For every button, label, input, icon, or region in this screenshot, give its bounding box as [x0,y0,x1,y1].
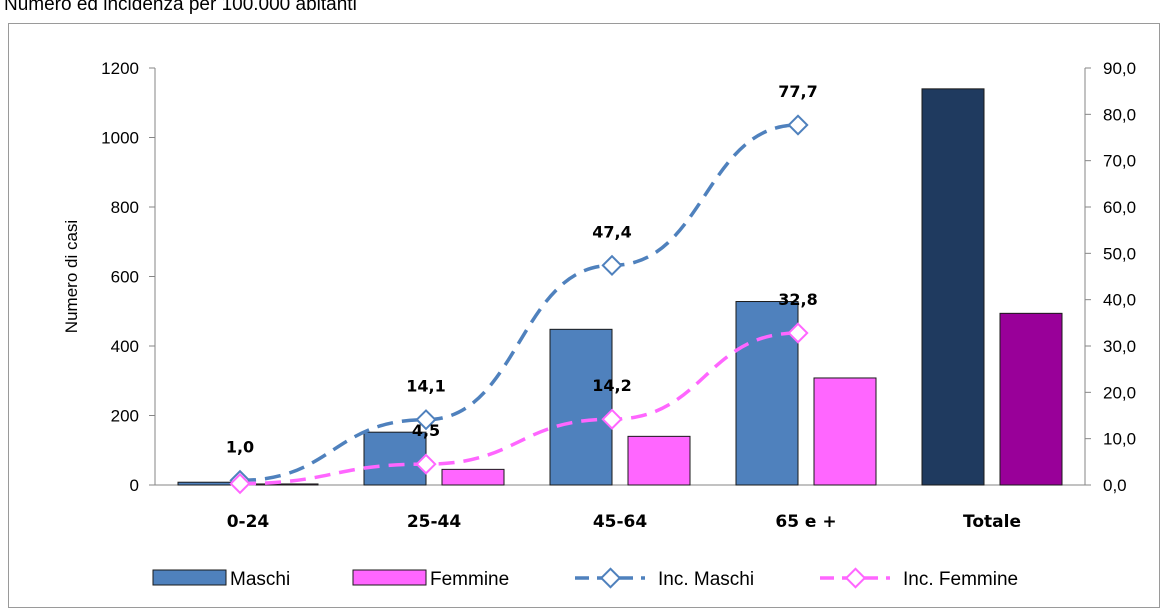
y-tick-label: 1000 [101,129,139,148]
legend-label-maschi: Maschi [230,569,290,590]
y-tick-label: 800 [111,198,139,217]
x-tick-label: 45-64 [593,512,648,532]
y2-tick-label: 90,0 [1103,59,1136,78]
marker-inc-maschi-2 [601,254,623,276]
bar-maschi-3 [735,301,799,486]
lines [229,114,809,495]
legend-label-inc-maschi: Inc. Maschi [658,569,754,590]
y-tick-label: 400 [111,337,139,356]
marker-inc-femmine-0 [229,473,251,495]
x-tick-label: Totale [963,512,1021,532]
data-label-inc-maschi-1: 14,1 [406,377,445,396]
data-label-inc-femmine-1: 4,5 [412,421,440,440]
marker-inc-femmine-3 [787,322,809,344]
marker-inc-maschi-1 [415,409,437,431]
legend-marker-inc-maschi [599,567,622,589]
legend-label-femmine: Femmine [430,569,509,590]
chart-caption: Numero ed incidenza per 100.000 abitanti [4,0,357,15]
bar-femmine-4 [999,312,1063,486]
bar-femmine-3 [813,377,877,486]
y2-tick-label: 40,0 [1103,291,1136,310]
bar-maschi-1 [363,431,427,486]
marker-inc-maschi-3 [787,114,809,136]
data-label-inc-femmine-2: 14,2 [592,376,631,395]
bars [177,88,1063,486]
data-label-inc-maschi-2: 47,4 [592,222,631,241]
data-label-inc-femmine-3: 32,8 [778,290,817,309]
marker-inc-femmine-2 [601,408,623,430]
y2-tick-label: 60,0 [1103,198,1136,217]
line-inc-femmine [239,331,799,486]
y-tick-label: 0 [130,476,139,495]
bar-femmine-2 [627,435,691,486]
y-tick-label: 600 [111,268,139,287]
y2-tick-label: 30,0 [1103,337,1136,356]
legend-marker-inc-femmine [844,567,867,589]
y-tick-label: 1200 [101,59,139,78]
y2-tick-label: 50,0 [1103,244,1136,263]
bar-maschi-2 [549,328,613,486]
y-axis-label: Numero di casi [62,220,81,333]
y-tick-label: 200 [111,407,139,426]
y2-tick-label: 20,0 [1103,383,1136,402]
legend: Maschi Femmine Inc. Maschi Inc. Femmine [152,567,1018,590]
x-tick-label: 65 e + [775,512,836,532]
data-label-inc-maschi-0: 1,0 [226,437,254,456]
bar-maschi-4 [921,88,985,486]
axes: 0 200 400 600 800 1000 1200 0,0 10,0 20,0 30,0 40,0… [62,59,1136,532]
data-label-inc-maschi-3: 77,7 [778,82,817,101]
y2-tick-label: 80,0 [1103,105,1136,124]
line-inc-maschi [239,123,799,483]
x-tick-label: 0-24 [227,512,270,532]
legend-swatch-maschi [152,569,227,586]
y2-tick-label: 70,0 [1103,152,1136,171]
y2-tick-label: 10,0 [1103,430,1136,449]
data-labels: 1,0 14,1 47,4 77,7 4,5 14,2 32,8 [226,82,818,456]
legend-label-inc-femmine: Inc. Femmine [903,569,1018,590]
x-tick-label: 25-44 [407,512,462,532]
marker-inc-femmine-1 [415,453,437,475]
y2-tick-label: 0,0 [1103,476,1127,495]
bar-femmine-1 [441,468,505,486]
chart-frame [8,23,1160,608]
legend-swatch-femmine [352,569,427,586]
